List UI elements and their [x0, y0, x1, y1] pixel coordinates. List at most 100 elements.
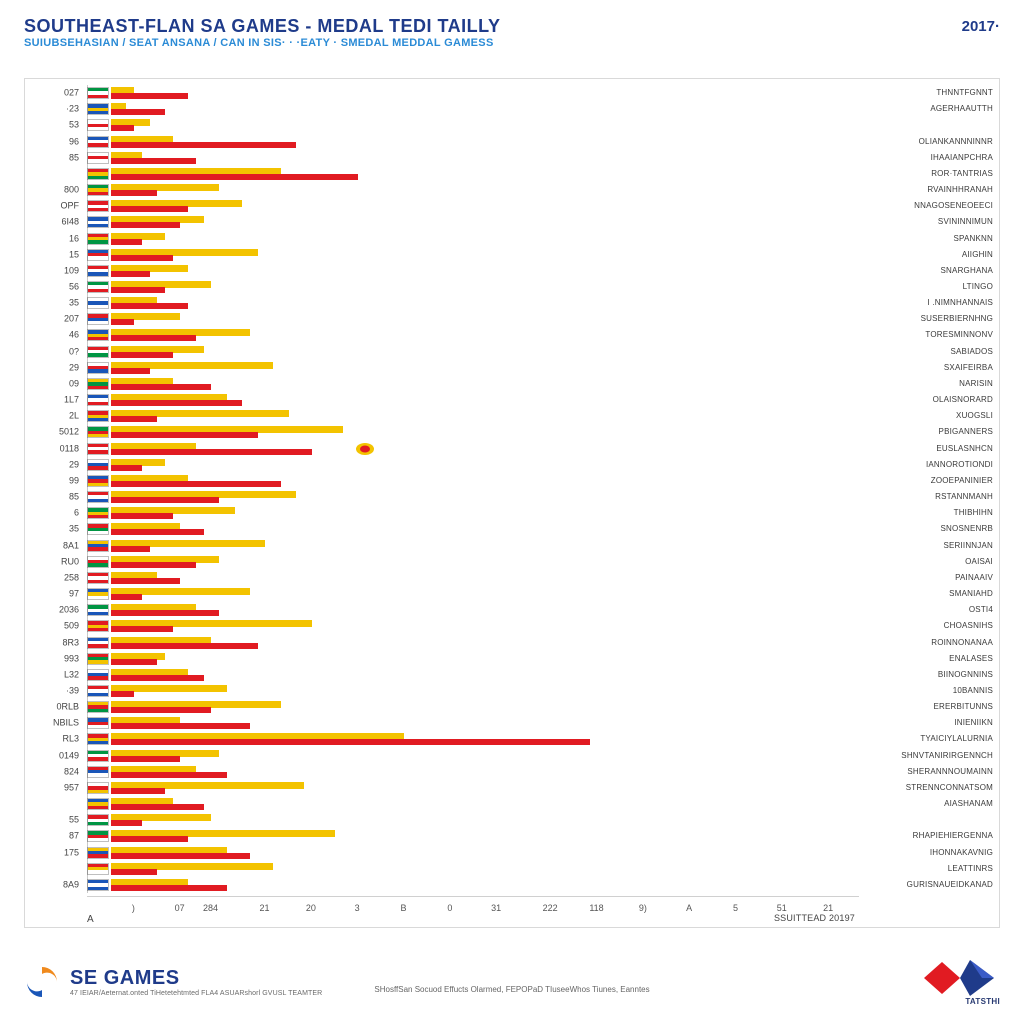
category-label: INIENIIKN [954, 719, 993, 727]
chart-row [87, 634, 859, 650]
x-tick-label: 07 [175, 903, 185, 913]
annotation-icon [355, 442, 375, 456]
bar-red [111, 739, 590, 745]
bar-red [111, 465, 142, 471]
y-tick-label: 55 [69, 816, 79, 825]
bar-red [111, 836, 188, 842]
logo-right: TATSTHI [920, 958, 1000, 1006]
category-label: SVININNIMUN [938, 218, 993, 226]
category-label: RHAPIEHIERGENNA [913, 832, 993, 840]
y-tick-label: RU0 [61, 557, 79, 566]
y-tick-label: 8A1 [63, 541, 79, 550]
chart-row [87, 327, 859, 343]
chart-row [87, 731, 859, 747]
x-tick-label: ) [132, 903, 135, 913]
chart-row [87, 101, 859, 117]
chart-row [87, 133, 859, 149]
category-label: BIINOGNNINS [938, 671, 993, 679]
category-label: CHOASNIHS [944, 622, 993, 630]
bar-red [111, 594, 142, 600]
bar-red [111, 562, 196, 568]
chart-row [87, 877, 859, 893]
x-tick-label: 5 [733, 903, 738, 913]
category-label: AIIGHIN [962, 251, 993, 259]
bar-red [111, 626, 173, 632]
bar-red [111, 125, 134, 131]
y-tick-label: 15 [69, 250, 79, 259]
y-tick-label: 0? [69, 347, 79, 356]
category-label: ROINNONANAA [931, 639, 993, 647]
bar-red [111, 659, 157, 665]
bar-red [111, 772, 227, 778]
category-label: SMANIAHD [949, 590, 993, 598]
bar-red [111, 432, 258, 438]
flag-icon [87, 830, 109, 842]
y-tick-label: ·23 [66, 105, 79, 114]
bar-red [111, 319, 134, 325]
flag-icon [87, 685, 109, 697]
x-tick-label: 284 [203, 903, 218, 913]
x-tick-label: 20 [306, 903, 316, 913]
flag-icon [87, 346, 109, 358]
chart-row [87, 376, 859, 392]
bar-red [111, 400, 242, 406]
bar-red [111, 529, 204, 535]
category-label: IHAAIANPCHRA [931, 154, 993, 162]
x-tick-label: 21 [823, 903, 833, 913]
logo-left: SE GAMES 47 IEIAR/Aeternat.onted TiHetet… [24, 964, 322, 1000]
bar-red [111, 352, 173, 358]
chart-row [87, 602, 859, 618]
chart-row [87, 748, 859, 764]
chart-row [87, 699, 859, 715]
chart-row [87, 473, 859, 489]
chart-row [87, 554, 859, 570]
bar-red [111, 513, 173, 519]
chart-row [87, 424, 859, 440]
y-tick-label: 175 [64, 848, 79, 857]
category-label: I .NIMNHANNAIS [928, 299, 993, 307]
y-tick-label: 993 [64, 654, 79, 663]
x-tick-label: 222 [543, 903, 558, 913]
chart-row [87, 392, 859, 408]
x-tick-label: 31 [491, 903, 501, 913]
category-label: IANNOROTIONDI [926, 461, 993, 469]
bar-red [111, 643, 258, 649]
category-label: ENALASES [949, 655, 993, 663]
chart-row [87, 441, 859, 457]
bar-red [111, 578, 180, 584]
chart-row [87, 521, 859, 537]
plot-area [87, 85, 859, 893]
flag-icon [87, 717, 109, 729]
flag-icon [87, 329, 109, 341]
flag-icon [87, 249, 109, 261]
flag-icon [87, 847, 109, 859]
bar-red [111, 190, 157, 196]
footer-center-text: SHosffSan Socuod Effucts Olarmed, FEPOPa… [24, 985, 1000, 994]
chart-row [87, 828, 859, 844]
y-tick-label: 56 [69, 283, 79, 292]
y-tick-label: 87 [69, 832, 79, 841]
category-label: RSTANNMANH [935, 493, 993, 501]
footer: SE GAMES 47 IEIAR/Aeternat.onted TiHetet… [24, 944, 1000, 1016]
category-label: SNOSNENRB [941, 525, 993, 533]
x-tick-label: A [686, 903, 692, 913]
y-tick-label: 6I48 [61, 218, 79, 227]
chart-row [87, 85, 859, 101]
y-tick-label: 2L [69, 412, 79, 421]
flag-icon [87, 540, 109, 552]
y-tick-label: 16 [69, 234, 79, 243]
flag-icon [87, 443, 109, 455]
category-label: 10BANNIS [953, 687, 993, 695]
y-tick-label: 5012 [59, 428, 79, 437]
chart-row [87, 457, 859, 473]
chart-row [87, 651, 859, 667]
bar-red [111, 206, 188, 212]
bar-red [111, 158, 196, 164]
flag-icon [87, 604, 109, 616]
right-labels: THNNTFGNNTAGERHAAUTTHOLIANKANNNINNRIHAAI… [863, 85, 999, 893]
bar-red [111, 707, 211, 713]
x-tick-label: 118 [589, 903, 603, 913]
category-label: GURISNAUEIDKANAD [907, 881, 993, 889]
bar-red [111, 384, 211, 390]
bar-red [111, 546, 150, 552]
